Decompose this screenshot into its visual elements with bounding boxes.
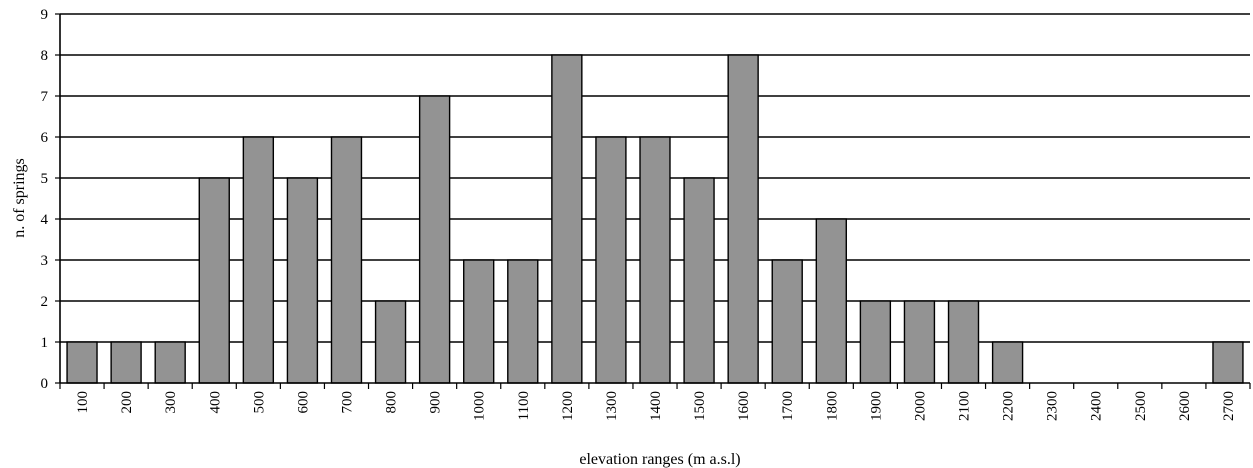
- y-axis-label: n. of springs: [11, 158, 28, 238]
- x-tick-label-2500: 2500: [1133, 391, 1149, 421]
- y-tick-label: 1: [41, 335, 49, 351]
- x-tick-label-400: 400: [207, 391, 223, 414]
- x-tick-label-2400: 2400: [1089, 391, 1105, 421]
- bar-2000: [903, 300, 936, 384]
- bar-1200: [551, 54, 583, 384]
- y-tick-label: 0: [41, 376, 49, 392]
- x-tick-label-1400: 1400: [648, 391, 664, 421]
- bar-1100: [507, 259, 539, 384]
- bar-2100: [947, 300, 980, 384]
- x-tick-label-1700: 1700: [780, 391, 796, 421]
- bar-1000: [463, 259, 495, 384]
- y-tick-label: 2: [41, 294, 49, 310]
- x-tick-label-800: 800: [384, 391, 400, 414]
- x-tick-label-2700: 2700: [1221, 391, 1237, 421]
- x-tick-label-500: 500: [251, 391, 267, 414]
- x-tick-label-2600: 2600: [1177, 391, 1193, 421]
- y-tick-label: 7: [41, 89, 49, 105]
- bar-300: [154, 341, 186, 384]
- bar-1400: [639, 136, 671, 384]
- y-tick-label: 6: [41, 130, 49, 146]
- bar-500: [242, 136, 275, 384]
- bar-600: [286, 177, 319, 384]
- bar-900: [418, 95, 451, 384]
- bar-100: [66, 341, 98, 384]
- x-tick-label-2000: 2000: [912, 391, 928, 421]
- bar-2200: [991, 341, 1024, 384]
- x-tick-label-200: 200: [119, 391, 135, 414]
- bar-200: [110, 341, 142, 384]
- bar-700: [330, 136, 363, 384]
- bar-1700: [771, 259, 803, 384]
- bar-1900: [859, 300, 892, 384]
- x-tick-label-1600: 1600: [736, 391, 752, 421]
- x-tick-label-1300: 1300: [604, 391, 620, 421]
- y-tick-label: 4: [41, 212, 49, 228]
- bar-1800: [815, 218, 847, 384]
- y-tick-label: 3: [41, 253, 49, 269]
- y-tick-label: 9: [41, 7, 49, 23]
- bar-400: [198, 177, 230, 384]
- x-tick-label-1100: 1100: [516, 391, 532, 420]
- x-axis-label: elevation ranges (m a.s.l): [579, 451, 740, 468]
- x-tick-label-900: 900: [428, 391, 444, 414]
- x-tick-label-2300: 2300: [1045, 391, 1061, 421]
- y-tick-labels: 0 1 2 3 4 5 6 7 8 9: [41, 7, 49, 392]
- bar-2700: [1212, 341, 1244, 384]
- x-tick-label-100: 100: [75, 391, 91, 414]
- y-tick-label: 8: [41, 48, 49, 64]
- x-tick-label-600: 600: [295, 391, 311, 414]
- bar-1300: [595, 136, 627, 384]
- x-tick-label-1500: 1500: [692, 391, 708, 421]
- x-tick-label-1800: 1800: [824, 391, 840, 421]
- x-tick-label-300: 300: [163, 391, 179, 414]
- bar-800: [374, 300, 407, 384]
- bar-1500: [683, 177, 715, 384]
- x-tick-label-1000: 1000: [472, 391, 488, 421]
- bar-1600: [727, 54, 759, 384]
- x-tick-label-700: 700: [339, 391, 355, 414]
- bars: [66, 54, 1244, 384]
- x-tick-label-2200: 2200: [1001, 391, 1017, 421]
- x-tick-label-1200: 1200: [560, 391, 576, 421]
- x-tick-labels: 100 200 300 400 500 600 700 800 900 1000 1100 1200 1…: [75, 391, 1237, 421]
- y-tick-label: 5: [41, 171, 49, 187]
- x-tick-label-2100: 2100: [957, 391, 973, 421]
- axes: [55, 13, 1251, 389]
- x-tick-label-1900: 1900: [868, 391, 884, 421]
